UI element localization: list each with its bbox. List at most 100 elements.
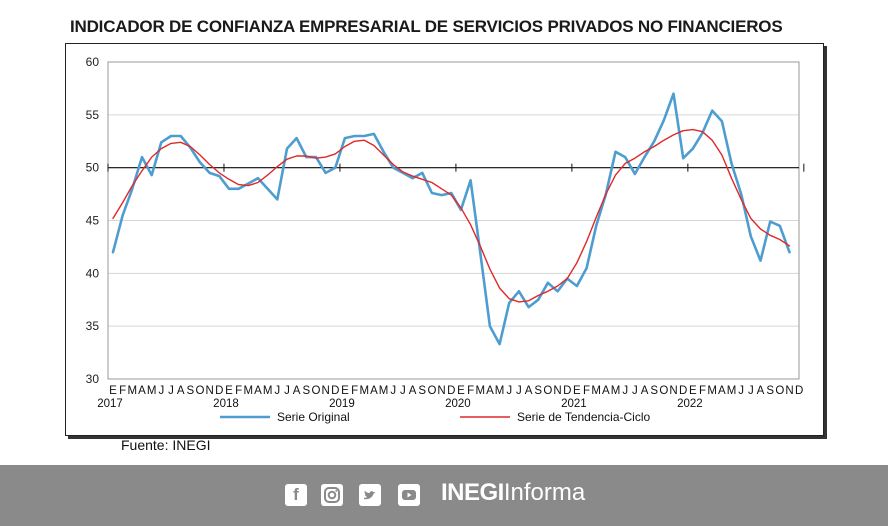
x-tick-label: J xyxy=(748,385,754,397)
y-tick-label: 50 xyxy=(86,161,100,175)
series-trend-line xyxy=(112,128,791,303)
plot-area xyxy=(107,61,800,380)
x-tick-label: D xyxy=(679,385,687,397)
x-tick-label: O xyxy=(196,385,205,397)
year-label: 2017 xyxy=(97,398,123,410)
x-tick-label: J xyxy=(506,385,512,397)
legend-label-trend: Serie de Tendencia-Ciclo xyxy=(517,410,651,424)
chart-frame xyxy=(65,43,824,436)
y-tick-label: 55 xyxy=(86,108,100,122)
brand-bold: INEGI xyxy=(441,479,504,506)
x-tick-label: A xyxy=(757,385,765,397)
x-tick-label: F xyxy=(235,385,242,397)
x-tick-label: E xyxy=(573,385,581,397)
year-label: 2018 xyxy=(213,398,239,410)
x-tick-label: A xyxy=(409,385,417,397)
x-tick-label: E xyxy=(457,385,465,397)
x-tick-label: O xyxy=(659,385,668,397)
x-tick-label: M xyxy=(128,385,138,397)
x-tick-label: N xyxy=(785,385,793,397)
chart-title: INDICADOR DE CONFIANZA EMPRESARIAL DE SE… xyxy=(70,17,783,36)
x-tick-label: A xyxy=(138,385,146,397)
x-tick-label: J xyxy=(622,385,628,397)
footer-bar: f INEGIInforma xyxy=(0,465,888,526)
x-tick-label: M xyxy=(495,385,505,397)
x-tick-label: M xyxy=(727,385,737,397)
x-tick-label: M xyxy=(591,385,601,397)
youtube-icon[interactable] xyxy=(398,484,420,506)
x-tick-label: M xyxy=(263,385,273,397)
x-tick-label: E xyxy=(689,385,697,397)
x-tick-label: E xyxy=(109,385,117,397)
x-tick-label: S xyxy=(534,385,542,397)
x-tick-label: A xyxy=(641,385,649,397)
x-tick-label: M xyxy=(147,385,157,397)
x-tick-label: S xyxy=(418,385,426,397)
y-tick-label: 40 xyxy=(86,266,100,280)
y-tick-label: 30 xyxy=(86,372,100,386)
x-tick-label: D xyxy=(563,385,571,397)
x-tick-label: J xyxy=(284,385,290,397)
x-tick-label: A xyxy=(486,385,494,397)
x-tick-label: F xyxy=(699,385,706,397)
y-tick-label: 60 xyxy=(86,55,100,69)
x-tick-label: E xyxy=(225,385,233,397)
x-tick-label: D xyxy=(331,385,339,397)
x-tick-label: N xyxy=(321,385,329,397)
x-tick-label: E xyxy=(341,385,349,397)
series-original-line xyxy=(111,92,791,346)
series xyxy=(111,92,791,346)
x-tick-label: M xyxy=(379,385,389,397)
x-tick-label: J xyxy=(738,385,744,397)
facebook-icon[interactable]: f xyxy=(285,484,307,506)
x-tick-label: M xyxy=(244,385,254,397)
x-tick-label: J xyxy=(390,385,396,397)
x-tick-label: M xyxy=(359,385,369,397)
x-tick-label: J xyxy=(274,385,280,397)
year-label: 2022 xyxy=(677,398,703,410)
grid xyxy=(107,61,800,380)
x-tick-label: F xyxy=(467,385,474,397)
x-tick-label: M xyxy=(707,385,717,397)
x-tick-label: O xyxy=(543,385,552,397)
year-label: 2020 xyxy=(445,398,471,410)
x-tick-label: N xyxy=(437,385,445,397)
x-tick-label: J xyxy=(400,385,406,397)
twitter-icon[interactable] xyxy=(359,484,381,506)
x-tick-label: A xyxy=(602,385,610,397)
x-tick-label: A xyxy=(254,385,262,397)
source-note: Fuente: INEGI xyxy=(121,437,211,453)
instagram-icon[interactable] xyxy=(321,484,343,506)
x-tick-label: F xyxy=(351,385,358,397)
x-tick-label: D xyxy=(795,385,803,397)
x-tick-label: J xyxy=(168,385,174,397)
year-label: 2019 xyxy=(329,398,355,410)
x-tick-label: S xyxy=(302,385,310,397)
inegi-informa-logo[interactable]: INEGIInforma xyxy=(441,479,585,507)
x-tick-label: F xyxy=(119,385,126,397)
x-tick-label: S xyxy=(766,385,774,397)
y-tick-label: 35 xyxy=(86,319,100,333)
x-tick-label: N xyxy=(205,385,213,397)
legend: Serie Original Serie de Tendencia-Ciclo xyxy=(220,410,651,424)
x-tick-label: M xyxy=(611,385,621,397)
x-tick-label: A xyxy=(370,385,378,397)
y-tick-label: 45 xyxy=(86,214,100,228)
x-tick-label: D xyxy=(447,385,455,397)
x-tick-label: O xyxy=(775,385,784,397)
x-tick-label: O xyxy=(427,385,436,397)
x-tick-label: J xyxy=(632,385,638,397)
x-tick-label: A xyxy=(177,385,185,397)
x-tick-label: F xyxy=(583,385,590,397)
x-tick-label: D xyxy=(215,385,223,397)
x-tick-label: O xyxy=(311,385,320,397)
x-tick-label: N xyxy=(553,385,561,397)
x-tick-label: N xyxy=(669,385,677,397)
x-tick-label: J xyxy=(516,385,522,397)
legend-label-original: Serie Original xyxy=(277,410,350,424)
x-tick-label: A xyxy=(525,385,533,397)
x-tick-label: A xyxy=(718,385,726,397)
x-tick-label: J xyxy=(158,385,164,397)
